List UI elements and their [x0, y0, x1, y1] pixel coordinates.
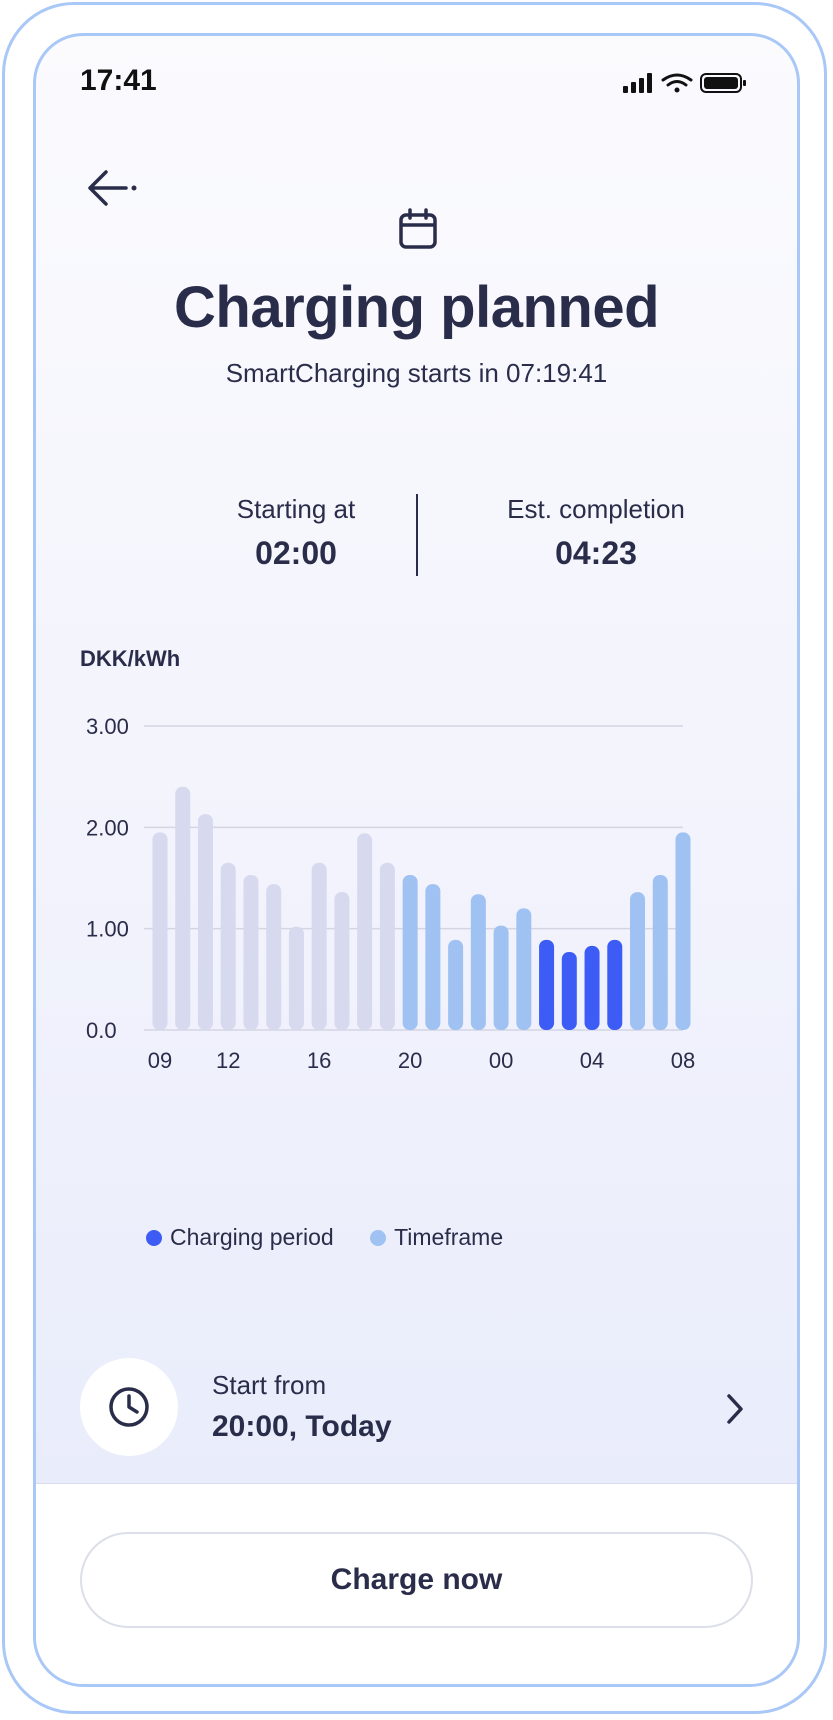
- page-title: Charging planned: [174, 275, 660, 340]
- bar-inactive: [175, 786, 191, 1030]
- bar-charging: [539, 939, 555, 1030]
- y-tick-label: 3.00: [86, 714, 129, 739]
- charging-times: Starting at 02:00 Est. completion 04:23: [36, 494, 797, 584]
- legend-item-charging: Charging period: [146, 1224, 334, 1251]
- start-time-label: Starting at: [236, 494, 356, 524]
- bar-charging: [561, 951, 577, 1030]
- back-button[interactable]: [86, 158, 146, 218]
- bar-inactive: [379, 862, 395, 1030]
- bar-inactive: [288, 926, 304, 1030]
- x-tick-label: 04: [580, 1048, 604, 1073]
- status-time: 17:41: [80, 64, 157, 97]
- status-icons: [623, 72, 749, 99]
- bar-inactive: [311, 862, 327, 1030]
- y-tick-label: 2.00: [86, 815, 129, 840]
- bar-charging: [607, 939, 623, 1030]
- clock-icon: [109, 1387, 149, 1427]
- legend-dot-charging: [146, 1229, 162, 1246]
- bar-timeframe: [493, 925, 509, 1030]
- bar-timeframe: [448, 939, 464, 1030]
- clock-icon-circle: [80, 1358, 178, 1456]
- bar-timeframe: [652, 874, 668, 1030]
- chart-legend: Charging period Timeframe: [146, 1224, 533, 1252]
- bottom-panel: Charge now: [36, 1483, 797, 1684]
- legend-item-timeframe: Timeframe: [370, 1224, 503, 1251]
- charge-now-button[interactable]: Charge now: [80, 1532, 753, 1628]
- bar-charging: [584, 945, 600, 1030]
- y-axis-label: DKK/kWh: [80, 646, 180, 671]
- wifi-icon: [661, 73, 693, 93]
- bar-timeframe: [630, 892, 646, 1030]
- x-tick-label: 20: [398, 1048, 422, 1073]
- y-tick-label: 0.0: [86, 1018, 117, 1043]
- battery-icon: [700, 73, 746, 93]
- price-chart: DKK/kWh 3.00 2.00 1.00 0.0 09 12 16 20 00 04 08: [80, 646, 695, 1073]
- x-tick-label: 12: [216, 1048, 240, 1073]
- bar-inactive: [334, 892, 350, 1030]
- legend-dot-timeframe: [370, 1229, 387, 1246]
- start-from-row[interactable]: Start from 20:00, Today: [80, 1348, 753, 1478]
- bar-inactive: [220, 862, 236, 1030]
- legend-label-charging: Charging period: [170, 1224, 334, 1250]
- bar-timeframe: [675, 832, 691, 1030]
- bar-inactive: [357, 833, 373, 1030]
- y-tick-label: 1.00: [86, 917, 129, 942]
- x-tick-label: 09: [148, 1048, 172, 1073]
- bar-timeframe: [470, 894, 486, 1030]
- x-tick-label: 00: [489, 1048, 513, 1073]
- bar-inactive: [152, 832, 168, 1030]
- bar-inactive: [243, 874, 259, 1030]
- calendar-icon: [398, 208, 438, 255]
- x-tick-label: 08: [671, 1048, 695, 1073]
- x-tick-label: 16: [307, 1048, 331, 1073]
- completion-time-label: Est. completion: [507, 494, 685, 524]
- bar-inactive: [197, 814, 213, 1030]
- start-from-label: Start from: [212, 1370, 327, 1400]
- completion-time-block: Est. completion 04:23: [446, 494, 746, 572]
- phone-screen: 17:41: [33, 33, 800, 1687]
- bar-inactive: [266, 884, 282, 1030]
- bar-timeframe: [402, 874, 418, 1030]
- bar-timeframe: [425, 884, 441, 1030]
- legend-label-timeframe: Timeframe: [394, 1224, 504, 1250]
- start-time-value: 02:00: [255, 535, 337, 571]
- times-divider: [416, 494, 418, 576]
- signal-icon: [623, 73, 652, 93]
- countdown-subtitle: SmartCharging starts in 07:19:41: [225, 358, 608, 388]
- start-time-block: Starting at 02:00: [146, 494, 446, 572]
- bar-timeframe: [516, 908, 532, 1030]
- completion-time-value: 04:23: [555, 535, 637, 571]
- back-arrow-icon: [88, 170, 137, 206]
- chevron-right-icon: [723, 1392, 747, 1431]
- start-from-value: 20:00, Today: [212, 1410, 392, 1443]
